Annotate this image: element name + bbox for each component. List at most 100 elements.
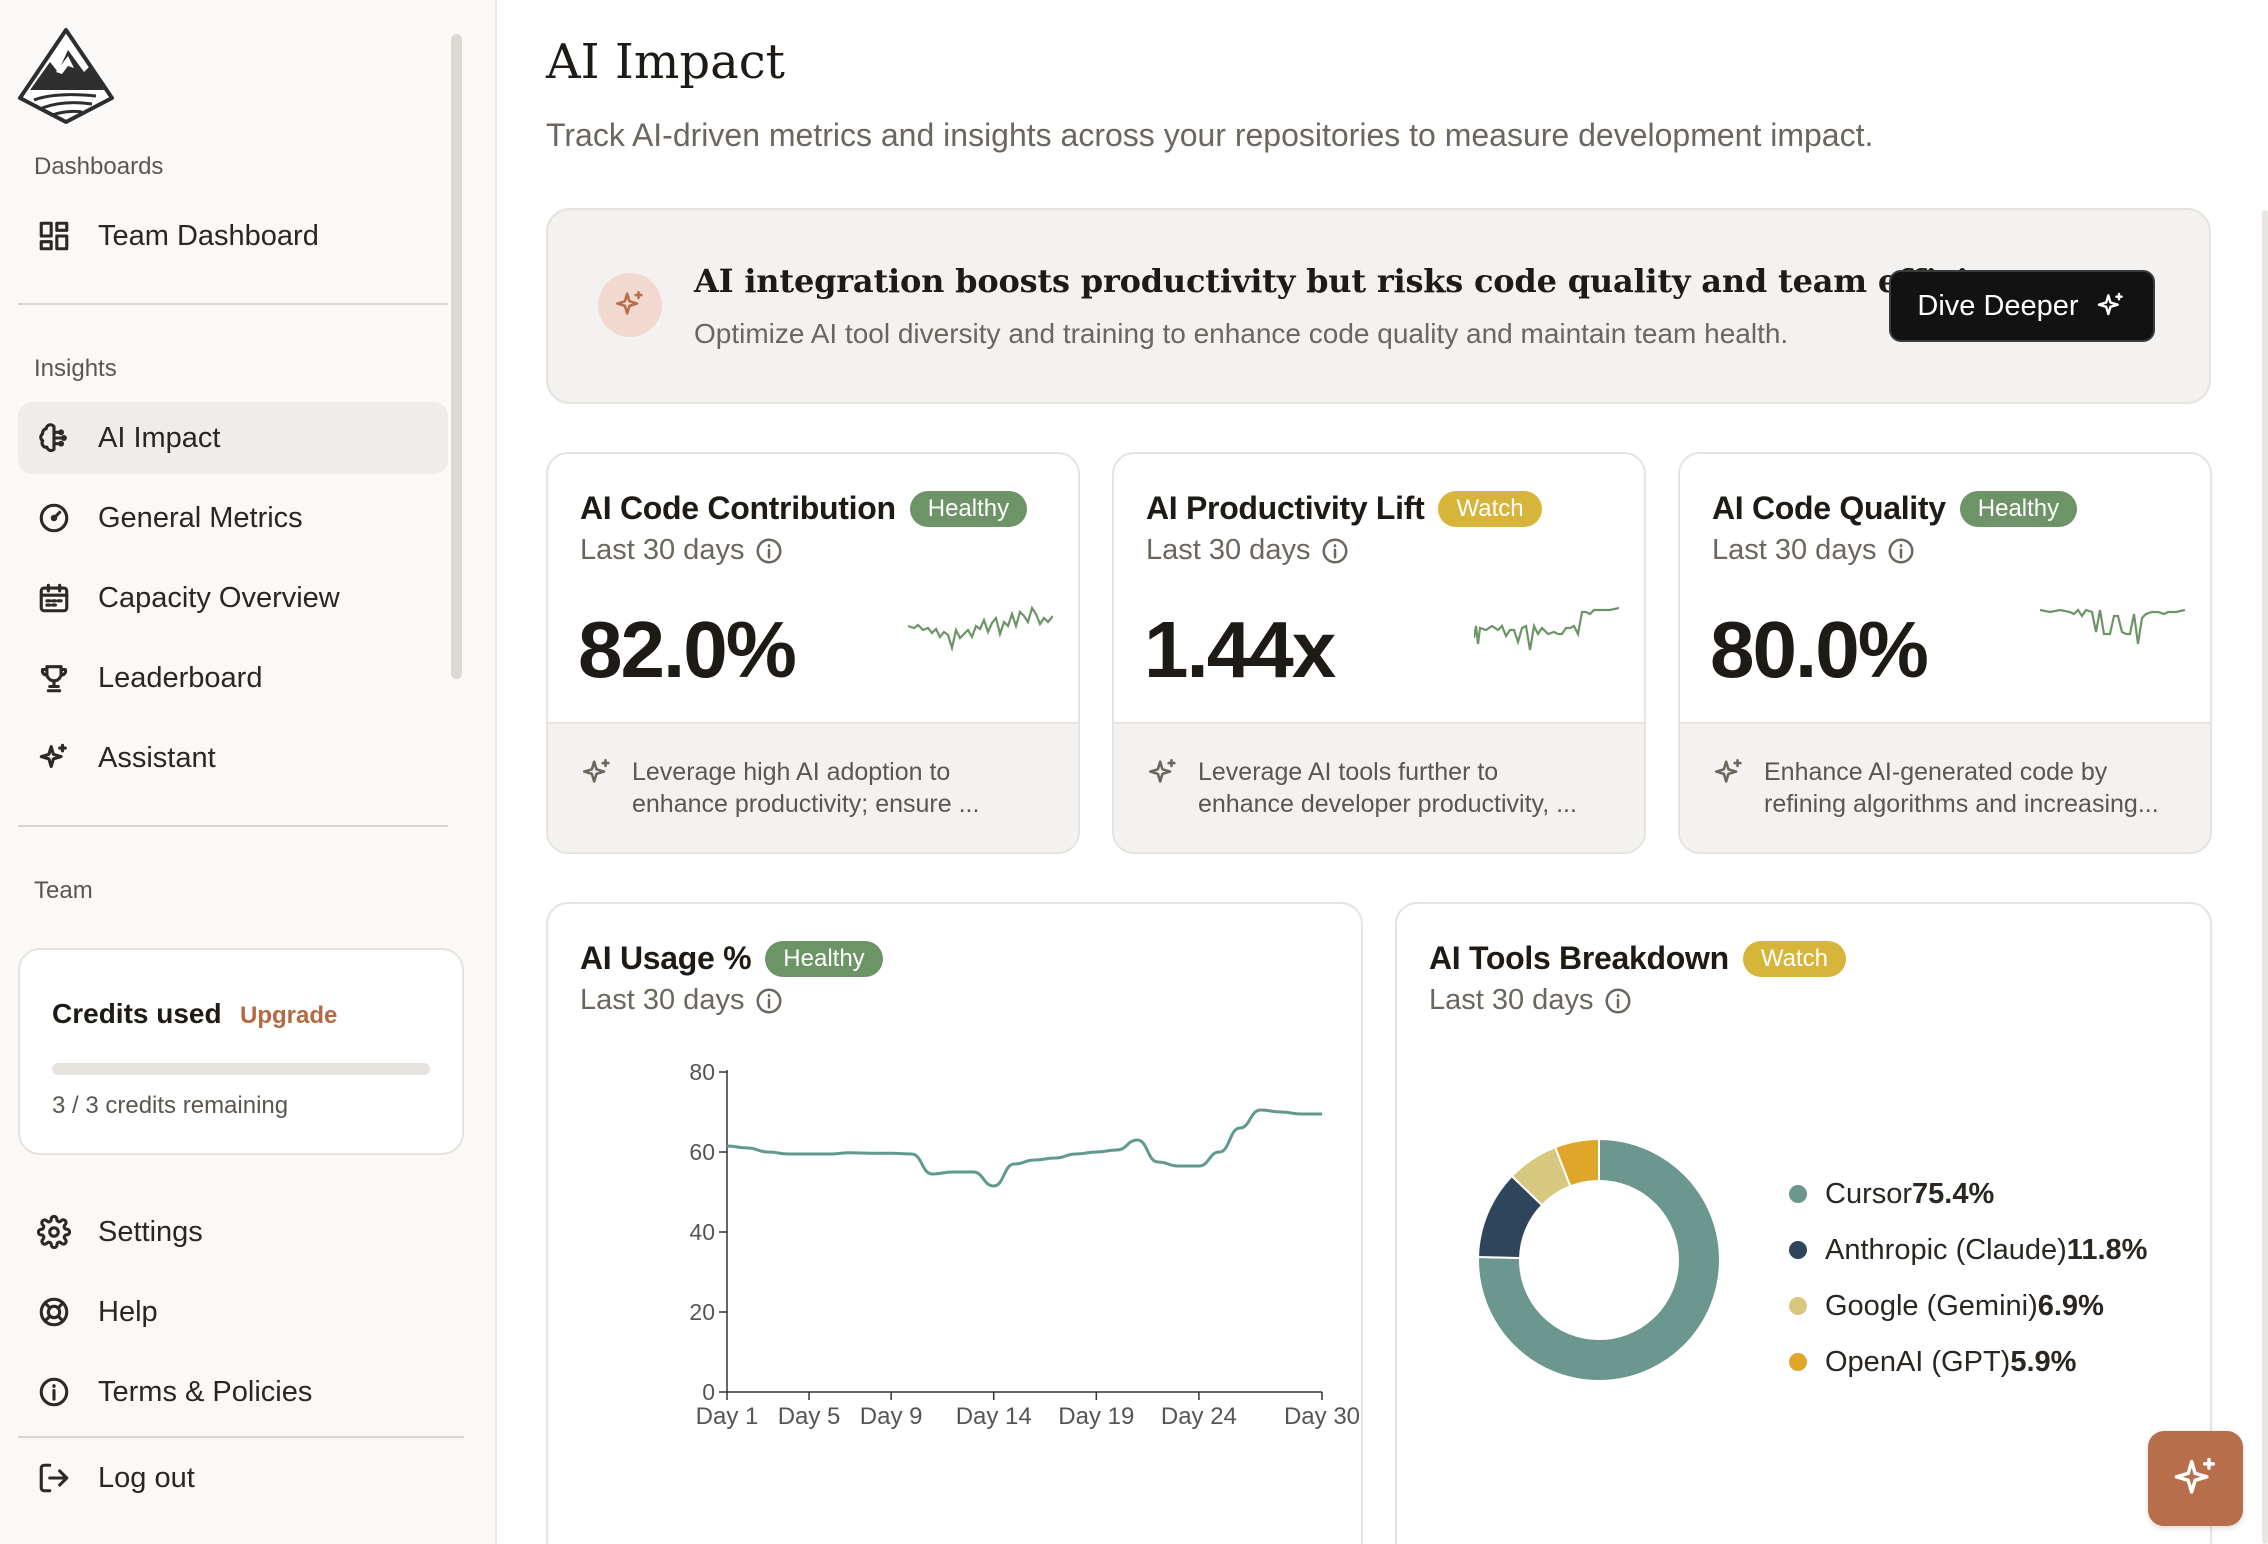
sidebar-item-label: Help (98, 1295, 158, 1328)
legend-dot (1789, 1185, 1807, 1203)
sidebar-item-terms[interactable]: Terms & Policies (18, 1356, 448, 1428)
x-tick-label: Day 19 (1058, 1403, 1134, 1430)
x-tick-label: Day 5 (778, 1403, 841, 1430)
banner-title: AI integration boosts productivity but r… (694, 262, 2057, 300)
sidebar-item-label: Terms & Policies (98, 1375, 313, 1408)
sparkle-icon (36, 740, 72, 776)
legend-label: Google (Gemini) (1825, 1289, 2038, 1322)
y-tick-label: 60 (689, 1139, 715, 1165)
legend-item: Anthropic (Claude) 11.8% (1789, 1222, 2147, 1278)
info-icon[interactable] (1886, 536, 1916, 566)
y-tick-label: 40 (689, 1219, 715, 1245)
y-tick-label: 0 (702, 1379, 715, 1405)
legend-label: Cursor (1825, 1177, 1913, 1210)
lifebuoy-icon (36, 1294, 72, 1330)
metric-value: 80.0% (1710, 605, 1929, 694)
legend-value: 11.8% (2066, 1233, 2148, 1266)
info-icon (36, 1374, 72, 1410)
info-icon[interactable] (754, 536, 784, 566)
metric-card-ai-code-quality[interactable]: AI Code Quality Healthy Last 30 days 80.0… (1678, 452, 2212, 854)
y-tick-label: 20 (689, 1299, 715, 1325)
insight-text: Leverage AI tools further to (1198, 758, 1499, 786)
sidebar-item-label: General Metrics (98, 501, 303, 534)
credits-title: Credits used (52, 998, 222, 1029)
sidebar-item-help[interactable]: Help (18, 1276, 448, 1348)
brain-icon (36, 420, 72, 456)
insight-text: refining algorithms and increasing... (1764, 790, 2159, 818)
sidebar-item-logout[interactable]: Log out (18, 1442, 448, 1514)
status-badge: Healthy (765, 940, 883, 977)
sidebar-item-label: Assistant (98, 741, 216, 774)
sparkle-icon (2097, 292, 2123, 316)
x-tick-label: Day 30 (1284, 1403, 1360, 1430)
page-title: AI Impact (546, 34, 785, 90)
insight-text: enhance productivity; ensure ... (632, 790, 980, 818)
card-title: AI Productivity Lift (1146, 490, 1425, 526)
sidebar: Dashboards Team Dashboard Insights AI Im… (0, 0, 497, 1544)
x-tick-label: Day 24 (1161, 1403, 1237, 1430)
legend-label: OpenAI (GPT) (1825, 1345, 2011, 1378)
divider (18, 1436, 464, 1438)
info-icon[interactable] (754, 986, 784, 1016)
insight-text: Enhance AI-generated code by (1764, 758, 2108, 786)
sidebar-item-team-dashboard[interactable]: Team Dashboard (18, 200, 448, 272)
chart-legend: Cursor 75.4% Anthropic (Claude) 11.8% Google… (1789, 1166, 2147, 1390)
sidebar-item-label: Capacity Overview (98, 581, 340, 614)
sidebar-item-assistant[interactable]: Assistant (18, 722, 448, 794)
sidebar-item-settings[interactable]: Settings (18, 1196, 448, 1268)
metric-value: 82.0% (578, 605, 797, 694)
info-icon[interactable] (1320, 536, 1350, 566)
sidebar-item-leaderboard[interactable]: Leaderboard (18, 642, 448, 714)
divider (18, 825, 448, 827)
card-period: Last 30 days (580, 534, 745, 566)
sidebar-item-label: AI Impact (98, 421, 221, 454)
ai-tools-donut-chart (1477, 1137, 1721, 1382)
logout-icon (36, 1460, 72, 1496)
mountain-logo-icon[interactable] (16, 28, 116, 124)
sidebar-item-label: Log out (98, 1461, 195, 1494)
credits-progress-bar (52, 1063, 430, 1075)
page-scrollbar[interactable] (2262, 210, 2268, 1544)
legend-label: Anthropic (Claude) (1825, 1233, 2067, 1266)
metric-value: 1.44x (1144, 605, 1336, 694)
metric-card-ai-productivity-lift[interactable]: AI Productivity Lift Watch Last 30 days 1… (1112, 452, 1646, 854)
sparkle-icon (598, 273, 662, 337)
sparkle-icon (2174, 1457, 2215, 1494)
info-icon[interactable] (1603, 986, 1633, 1016)
sidebar-item-label: Team Dashboard (98, 219, 319, 252)
credits-remaining: 3 / 3 credits remaining (52, 1092, 289, 1119)
card-insight-footer: Enhance AI-generated code by refining alg… (1680, 722, 2210, 852)
section-label-insights: Insights (34, 355, 117, 382)
page-subtitle: Track AI-driven metrics and insights acr… (546, 117, 1874, 153)
sidebar-item-general-metrics[interactable]: General Metrics (18, 482, 448, 554)
donut-slice-cursor (1477, 1137, 1721, 1382)
legend-dot (1789, 1241, 1807, 1259)
assistant-fab-button[interactable] (2148, 1431, 2243, 1526)
legend-dot (1789, 1297, 1807, 1315)
metric-card-ai-code-contribution[interactable]: AI Code Contribution Healthy Last 30 days… (546, 452, 1080, 854)
card-title: AI Tools Breakdown (1429, 940, 1729, 976)
sidebar-item-ai-impact[interactable]: AI Impact (18, 402, 448, 474)
calendar-icon (36, 580, 72, 616)
status-badge: Watch (1438, 490, 1542, 527)
insight-banner: AI integration boosts productivity but r… (546, 208, 2211, 404)
legend-item: Cursor 75.4% (1789, 1166, 2147, 1222)
sparkline-chart (1474, 606, 1619, 651)
card-insight-footer: Leverage high AI adoption to enhance prod… (548, 722, 1078, 852)
card-title: AI Code Contribution (580, 490, 896, 526)
legend-item: OpenAI (GPT) 5.9% (1789, 1334, 2147, 1390)
sidebar-scrollbar[interactable] (451, 34, 462, 679)
card-period: Last 30 days (580, 984, 745, 1016)
sidebar-item-capacity-overview[interactable]: Capacity Overview (18, 562, 448, 634)
legend-value: 5.9% (2010, 1345, 2077, 1378)
sparkle-icon (1714, 758, 1742, 783)
upgrade-link[interactable]: Upgrade (240, 1002, 338, 1029)
chart-card-ai-usage: AI Usage % Healthy Last 30 days 0 20 40 60 80… (546, 902, 1363, 1544)
card-period: Last 30 days (1146, 534, 1311, 566)
legend-item: Google (Gemini) 6.9% (1789, 1278, 2147, 1334)
dive-deeper-button[interactable]: Dive Deeper (1889, 270, 2155, 342)
section-label-team: Team (34, 877, 93, 904)
card-period: Last 30 days (1429, 984, 1594, 1016)
grid-icon (36, 218, 72, 254)
sparkle-icon (582, 758, 610, 783)
